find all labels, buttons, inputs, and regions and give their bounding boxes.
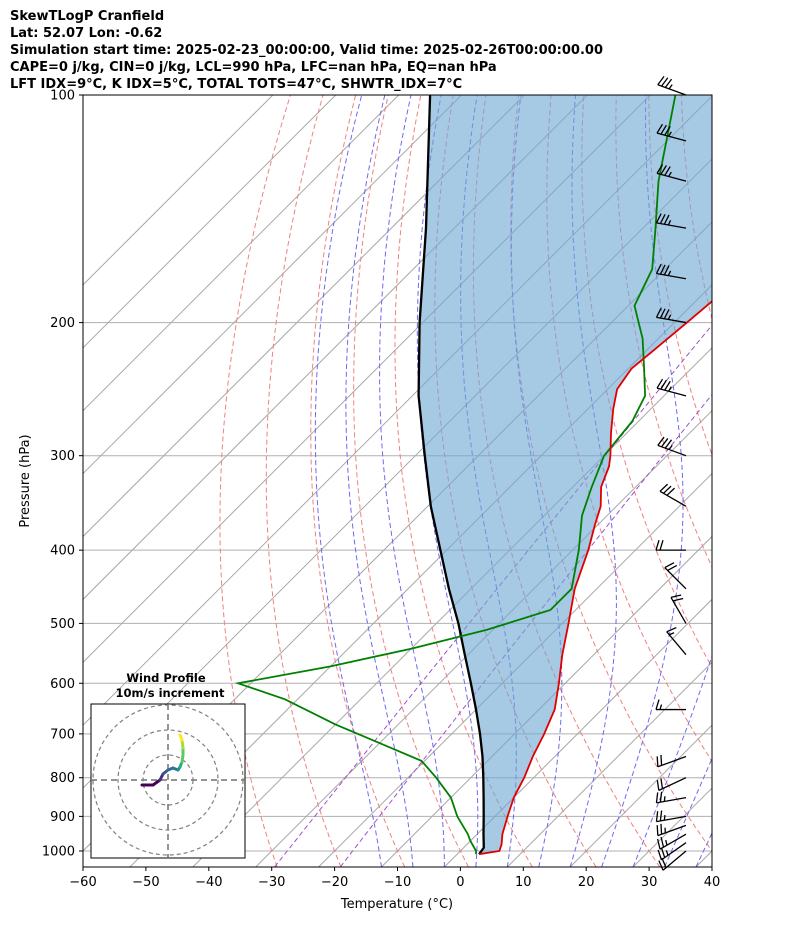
inset-title: Wind Profile [126, 671, 206, 685]
isotherm-line [318, 472, 712, 867]
moist-adiabat [314, 95, 382, 867]
dry-adiabat [779, 95, 794, 867]
y-tick-label: 800 [50, 771, 75, 786]
x-tick-label: −20 [321, 875, 348, 890]
wind-barb [656, 378, 687, 397]
isotherm-line [444, 598, 712, 867]
dewpoint-line [234, 95, 677, 855]
dry-adiabat [353, 95, 469, 867]
wind-barb [656, 777, 687, 791]
stability-line: CAPE=0 j/kg, CIN=0 j/kg, LCL=990 hPa, LF… [10, 60, 497, 75]
indices-line: LFT IDX=9°C, K IDX=5°C, TOTAL TOTS=47°C,… [10, 77, 463, 92]
y-tick-label: 900 [50, 810, 75, 825]
y-tick-label: 300 [50, 449, 75, 464]
wind-barb [655, 699, 686, 711]
moist-adiabat [379, 95, 445, 867]
location-line: Lat: 52.07 Lon: -0.62 [10, 26, 163, 41]
moist-adiabat [664, 757, 712, 867]
dry-adiabat [219, 95, 291, 867]
wind-barb [657, 75, 687, 96]
wind-barb [656, 123, 687, 142]
isotherm-line [83, 95, 337, 349]
x-tick-label: 0 [456, 875, 464, 890]
wind-barb [655, 213, 687, 229]
x-tick-label: −40 [195, 875, 222, 890]
wind-barb [656, 754, 687, 768]
wind-barb [659, 483, 687, 507]
y-tick-label: 200 [50, 316, 75, 331]
wind-profile-inset: Wind Profile 10m/s increment [90, 671, 246, 859]
inset-ring [117, 729, 219, 831]
wind-barb [666, 626, 687, 656]
wind-barb [664, 562, 687, 590]
hodograph-segment [178, 733, 184, 742]
moist-adiabat [601, 95, 684, 867]
isotherm-line [255, 409, 712, 867]
y-tick-label: 400 [50, 544, 75, 559]
y-tick-label: 1000 [42, 844, 75, 859]
isotherm-line [83, 95, 400, 412]
wind-barb [656, 833, 687, 850]
isotherm-line [506, 661, 712, 867]
wind-barb [655, 263, 687, 280]
wind-barbs [655, 75, 687, 871]
dry-adiabat [747, 95, 794, 867]
wind-barb [656, 164, 687, 182]
x-tick-label: −60 [69, 875, 96, 890]
chart-title: SkewTLogP Cranfield [10, 9, 165, 24]
wind-barb [655, 810, 687, 823]
profile-lines [234, 95, 712, 856]
y-tick-label: 100 [50, 89, 75, 104]
x-tick-label: 20 [578, 875, 595, 890]
dry-adiabat [265, 95, 342, 867]
mixing-ratio-line [274, 324, 712, 867]
cin-shaded-area [418, 95, 712, 855]
chart-header: SkewTLogP Cranfield Lat: 52.07 Lon: -0.6… [10, 8, 603, 93]
y-tick-label: 700 [50, 727, 75, 742]
wind-barb [655, 539, 686, 551]
wind-barb [670, 594, 687, 624]
moist-adiabat [345, 95, 414, 867]
y-tick-label: 500 [50, 617, 75, 632]
inset-subtitle: 10m/s increment [116, 686, 225, 700]
moist-adiabat [632, 654, 712, 867]
x-tick-label: 40 [704, 875, 721, 890]
x-tick-label: −30 [258, 875, 285, 890]
wind-barb [655, 307, 687, 324]
wind-barb [657, 436, 687, 457]
isotherm-line [83, 95, 525, 538]
wind-barb [656, 823, 687, 837]
y-tick-label: 600 [50, 677, 75, 692]
x-tick-label: −10 [384, 875, 411, 890]
dry-adiabat [648, 95, 712, 457]
inset-ring [92, 704, 244, 856]
wind-barb [655, 791, 687, 804]
time-line: Simulation start time: 2025-02-23_00:00:… [10, 43, 603, 58]
isotherm-line [759, 95, 794, 867]
x-tick-label: 10 [515, 875, 532, 890]
dry-adiabat [714, 95, 794, 867]
x-axis-ticks: −60 −50 −40 −30 −20 −10 0 10 20 30 40 [69, 867, 720, 890]
x-axis-label: Temperature (°C) [340, 897, 453, 912]
wind-barb [657, 842, 687, 861]
inset-ring [142, 754, 194, 806]
temperature-line [478, 300, 712, 856]
x-tick-label: 30 [641, 875, 658, 890]
isotherm-line [569, 724, 712, 867]
x-tick-label: −50 [132, 875, 159, 890]
parcel-area-fill [418, 95, 712, 855]
parcel-path-line [417, 95, 485, 855]
y-axis-ticks: 1000 900 800 700 600 500 400 300 200 100 [42, 89, 83, 859]
isotherm-line [83, 95, 274, 286]
isotherm-line [83, 95, 462, 475]
y-axis-label: Pressure (hPa) [18, 434, 33, 527]
